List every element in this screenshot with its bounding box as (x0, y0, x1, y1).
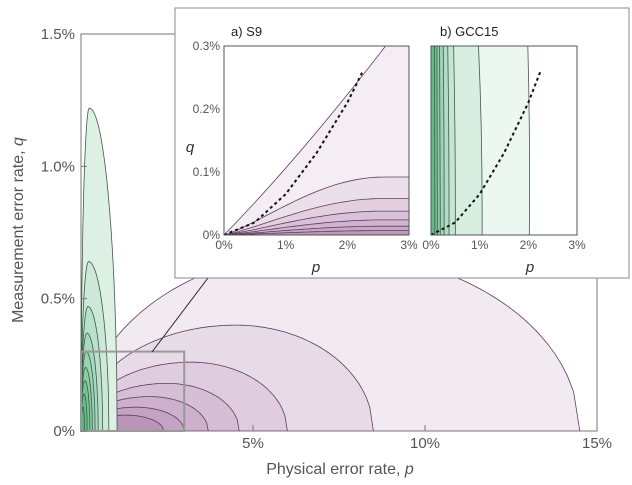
panel-a-y-tick-label: 0% (203, 228, 221, 242)
zoom-region-box (80, 350, 186, 433)
panel-b-contour-8 (431, 46, 436, 235)
zoom-connector-line (151, 273, 212, 353)
panel-a-x-tick-label: 1% (277, 238, 295, 252)
panel-a-contours (224, 46, 409, 235)
panel-b-x-tick-label: 3% (568, 238, 586, 252)
main-purple-contours (81, 250, 581, 431)
panel-a-title: a) S9 (231, 24, 262, 39)
x-tick-label: 10% (410, 435, 440, 452)
panel-b-x-tick-label: 2% (520, 238, 538, 252)
inset-panel: a) S9 0% 1% 2% 3% 0.3% 0.2% 0.1% 0% p q b) GCC1… (174, 7, 630, 279)
panel-a-frame (223, 45, 410, 236)
panel-a-y-tick-label: 0.2% (193, 102, 221, 116)
panel-b-title: b) GCC15 (440, 24, 499, 39)
y-axis-label: Measurement error rate, q (10, 137, 27, 323)
y-tick-label: 1.0% (41, 158, 75, 175)
panel-a-y-label: q (186, 139, 195, 156)
panel-b-x-tick-label: 0% (422, 238, 440, 252)
panel-a-x-tick-label: 2% (339, 238, 357, 252)
panel-a-ticks: 0% 1% 2% 3% 0.3% 0.2% 0.1% 0% (193, 39, 418, 252)
y-tick-label: 1.5% (41, 26, 75, 43)
x-axis-label: Physical error rate, p (266, 461, 414, 478)
panel-b-frame (430, 45, 578, 236)
panel-b-x-tick-label: 1% (471, 238, 489, 252)
panel-b-x-label: p (525, 259, 534, 276)
panel-a-y-tick-label: 0.3% (193, 39, 221, 53)
panel-a-y-tick-label: 0.1% (193, 165, 221, 179)
panel-a-x-tick-label: 0% (215, 238, 233, 252)
panel-b-contours (431, 46, 530, 235)
panel-a-contour-7 (224, 230, 409, 235)
panel-b-ticks: 0% 1% 2% 3% (422, 238, 586, 252)
x-tick-label: 5% (242, 435, 264, 452)
x-tick-label: 15% (582, 435, 612, 452)
panel-a-x-tick-label: 3% (400, 238, 418, 252)
panel-a-x-label: p (311, 259, 320, 276)
y-tick-label: 0% (53, 423, 75, 440)
main-axis-ticks: 5% 10% 15% 1.5% 1.0% 0.5% 0% (41, 26, 612, 452)
y-tick-label: 0.5% (41, 291, 75, 308)
main-green-contours (81, 107, 118, 431)
